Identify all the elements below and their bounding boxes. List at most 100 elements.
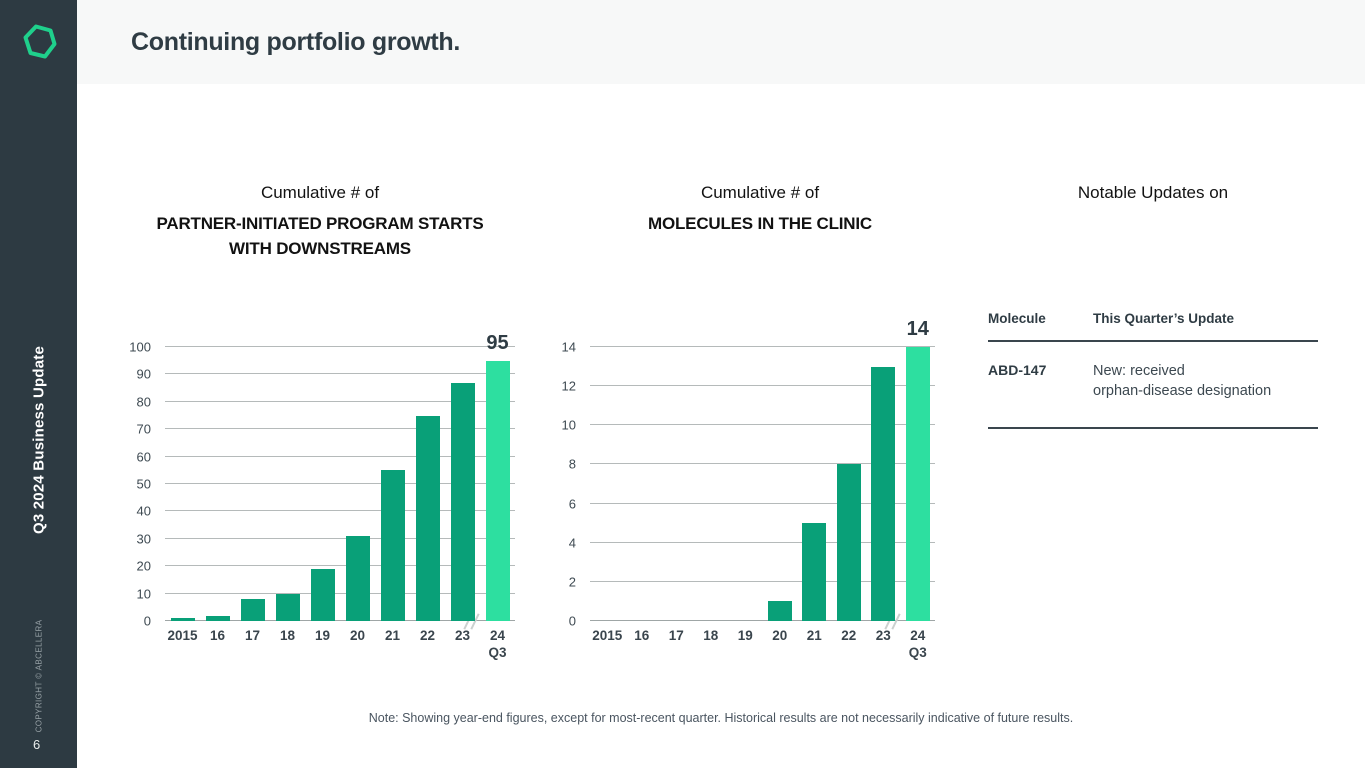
bar-slot: 95 (480, 332, 515, 621)
chart1-title-line2: WITH DOWNSTREAMS (229, 238, 411, 258)
x-tick-label: 24 Q3 (901, 628, 936, 662)
bar-slot (728, 347, 763, 621)
sidebar-deck-title: Q3 2024 Business Update (30, 345, 48, 535)
updates-table-title: Notable Updates on (1077, 183, 1229, 202)
bar-21 (380, 470, 405, 621)
gridline (165, 510, 515, 512)
bar-slot (866, 347, 901, 621)
gridline (590, 424, 935, 426)
y-tick-label: 2 (568, 574, 576, 590)
y-tick-label: 10 (136, 586, 151, 602)
bar-slot (340, 347, 375, 621)
bar-slot (590, 347, 625, 621)
bar-slot (763, 347, 798, 621)
x-tick-year: 23 (875, 628, 891, 643)
x-tick-label: 20 (763, 628, 798, 662)
x-tick-label: 17 (235, 628, 270, 662)
bar-24-Q3 (485, 360, 510, 621)
y-tick-label: 80 (136, 394, 151, 410)
bar-18 (275, 593, 300, 621)
bar-slot (200, 347, 235, 621)
y-tick-label: 60 (136, 449, 151, 465)
bar-23 (450, 382, 475, 621)
chart1-title-prefix: Cumulative # of (260, 183, 380, 202)
y-tick-label: 30 (136, 531, 151, 547)
update-line2: orphan-disease designation (1093, 382, 1272, 399)
highlight-value-label: 95 (486, 331, 509, 354)
x-tick-label: 2015 (165, 628, 200, 662)
sidebar: Q3 2024 Business Update COPYRIGHT © ABCE… (0, 0, 77, 768)
chart-molecules-in-clinic: 0 2 4 6 8 10 12 14 14 2015 16 17 18 19 20 21 22 23 24 Q3 (562, 318, 936, 660)
x-tick-label: 22 (410, 628, 445, 662)
table-cell-molecule: ABD-147 (988, 362, 1047, 378)
y-tick-label: 14 (561, 339, 576, 355)
x-tick-label: 21 (375, 628, 410, 662)
x-tick-year: 24 (489, 628, 506, 643)
chart1-y-axis: 0 10 20 30 40 50 60 70 80 90 100 (117, 341, 159, 628)
y-tick-label: 0 (568, 613, 576, 629)
chart2-bars: 14 (590, 318, 936, 621)
table-row: ABD-147 New: received orphan-disease des… (988, 342, 1318, 430)
gridline (165, 428, 515, 430)
x-tick-year: 18 (703, 628, 719, 643)
chart2-grid (590, 346, 935, 630)
gridline (165, 565, 515, 567)
gridline (165, 455, 515, 457)
x-tick-year: 20 (349, 628, 366, 643)
bar-slot (797, 347, 832, 621)
gridline (165, 537, 515, 539)
y-tick-label: 40 (136, 503, 151, 519)
bar-22 (836, 464, 861, 621)
y-tick-label: 10 (561, 417, 576, 433)
y-tick-label: 90 (136, 366, 151, 382)
x-tick-year: 2015 (592, 628, 623, 643)
chart1-title-block: Cumulative # of PARTNER-INITIATED PROGRA… (130, 183, 510, 261)
x-tick-year: 18 (279, 628, 296, 643)
x-tick-label: 18 (694, 628, 729, 662)
bar-16 (205, 615, 230, 621)
gridline (590, 502, 935, 504)
table-cell-update: New: received orphan-disease designation (1093, 362, 1318, 401)
table-header-update: This Quarter’s Update (1093, 311, 1235, 326)
gridline (590, 620, 935, 621)
x-tick-year: 16 (209, 628, 226, 643)
x-tick-label: 18 (270, 628, 305, 662)
gridline (165, 620, 515, 621)
update-line1: New: received (1093, 363, 1185, 379)
x-tick-label: 17 (659, 628, 694, 662)
x-tick-year: 20 (772, 628, 788, 643)
bar-21 (802, 523, 827, 621)
y-tick-label: 50 (136, 476, 151, 492)
y-tick-label: 12 (561, 378, 576, 394)
x-tick-quarter: Q3 (908, 644, 927, 660)
x-tick-label: 2015 (590, 628, 625, 662)
y-tick-label: 0 (143, 613, 151, 629)
sidebar-copyright: COPYRIGHT © ABCELLERA (34, 619, 44, 733)
bar-19 (310, 568, 335, 621)
gridline (590, 463, 935, 465)
chart1-title: PARTNER-INITIATED PROGRAM STARTS WITH DO… (130, 212, 510, 261)
bar-20 (345, 536, 370, 621)
x-tick-label: 16 (625, 628, 660, 662)
chart1-grid (165, 346, 515, 630)
bar-slot (305, 347, 340, 621)
highlight-value-label: 14 (906, 318, 929, 340)
bar-slot: 14 (901, 318, 936, 621)
x-tick-label: 20 (340, 628, 375, 662)
company-logo-icon (19, 23, 59, 63)
table-header-molecule: Molecule (988, 311, 1046, 326)
x-tick-quarter: Q3 (488, 644, 507, 660)
gridline (165, 373, 515, 375)
bar-2015 (170, 618, 195, 621)
x-tick-label: 16 (200, 628, 235, 662)
x-tick-label: 19 (305, 628, 340, 662)
x-tick-year: 19 (737, 628, 753, 643)
gridline (165, 346, 515, 347)
y-tick-label: 4 (568, 535, 576, 551)
bar-slot (375, 347, 410, 621)
bar-17 (240, 599, 265, 621)
gridline (590, 580, 935, 582)
bar-24-Q3 (905, 347, 930, 621)
y-tick-label: 6 (568, 496, 576, 512)
chart2-y-axis: 0 2 4 6 8 10 12 14 (542, 341, 584, 628)
